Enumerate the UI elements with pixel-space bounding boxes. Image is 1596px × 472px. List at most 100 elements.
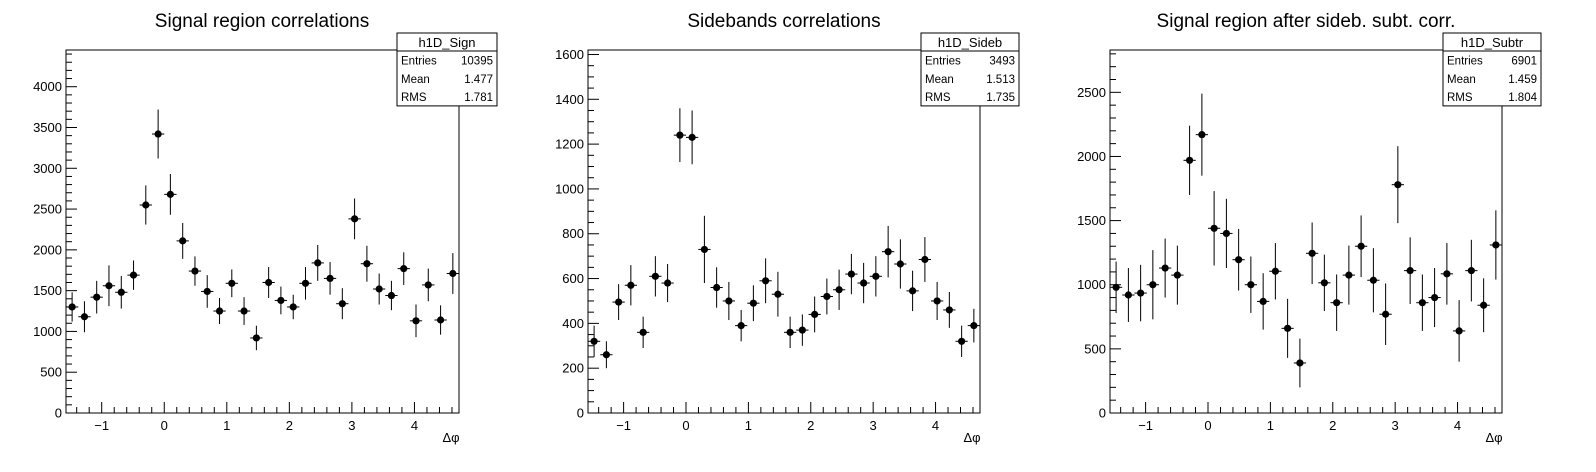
data-point — [127, 260, 140, 290]
data-marker — [1308, 249, 1316, 257]
data-point — [299, 266, 312, 300]
data-point — [1159, 238, 1172, 298]
stats-box-name: h1D_Subtr — [1461, 35, 1524, 50]
data-point — [1489, 210, 1502, 280]
data-point — [832, 269, 846, 310]
data-marker — [774, 290, 782, 298]
data-point — [906, 270, 919, 312]
data-marker — [215, 307, 224, 315]
x-tick-label: 2 — [807, 418, 814, 433]
stats-label: RMS — [401, 92, 427, 104]
y-tick-label: 500 — [1084, 341, 1106, 356]
data-point — [771, 271, 785, 317]
data-point — [685, 110, 699, 165]
data-point — [1440, 243, 1454, 305]
data-marker — [921, 255, 929, 264]
stats-value: 1.781 — [464, 92, 493, 104]
x-tick-label: 3 — [870, 418, 877, 433]
data-point — [698, 215, 711, 284]
data-marker — [289, 303, 297, 311]
data-marker — [737, 322, 745, 330]
data-point — [201, 275, 214, 308]
y-tick-label: 600 — [562, 271, 584, 286]
data-point — [78, 301, 91, 333]
data-marker — [1235, 256, 1243, 264]
data-marker — [154, 130, 162, 138]
data-point — [1146, 250, 1159, 320]
data-point — [1354, 215, 1368, 278]
stats-box-frame — [920, 32, 1020, 107]
data-point — [600, 341, 613, 369]
data-point — [434, 305, 447, 335]
y-tick-label: 2500 — [1077, 85, 1106, 100]
data-marker — [68, 303, 76, 311]
data-marker — [1418, 299, 1426, 307]
data-point — [1306, 222, 1319, 285]
data-marker — [265, 278, 273, 287]
data-marker — [228, 279, 236, 287]
data-point — [151, 109, 165, 159]
data-marker — [639, 328, 647, 336]
data-marker — [590, 337, 598, 345]
stats-value: 1.477 — [464, 74, 493, 86]
data-point — [164, 173, 177, 215]
data-marker — [872, 272, 880, 280]
data-marker — [749, 299, 757, 307]
data-point — [385, 280, 398, 311]
y-tick-label: 1000 — [1077, 277, 1106, 292]
data-marker — [945, 306, 953, 314]
stats-label: Entries — [925, 56, 961, 68]
data-marker — [240, 307, 248, 315]
data-marker — [1369, 276, 1377, 284]
data-point — [845, 253, 858, 295]
data-point — [348, 198, 361, 240]
panel-sidebands: Sidebands correlations −1 0 1 2 3 4 0 200 400 600 8… — [555, 11, 1020, 445]
data-marker — [412, 317, 420, 325]
data-point — [1171, 245, 1184, 305]
x-tick-label: 0 — [161, 418, 168, 433]
data-marker — [375, 285, 383, 293]
data-point — [967, 308, 980, 343]
plot-frame — [65, 49, 460, 414]
data-point — [1207, 191, 1221, 266]
data-marker — [1406, 267, 1414, 275]
data-point — [373, 273, 386, 305]
data-marker — [80, 313, 89, 321]
data-point — [1293, 338, 1307, 388]
data-point — [102, 265, 116, 307]
data-point — [1379, 283, 1392, 346]
x-tick-label: 4 — [932, 418, 939, 433]
y-tick-label: 0 — [577, 406, 584, 421]
stats-value: 1.459 — [1508, 74, 1537, 86]
data-point — [747, 285, 760, 322]
data-point — [918, 237, 932, 282]
stats-box: h1D_Sign Entries 10395 Mean 1.477 RMS 1.781 — [396, 32, 498, 107]
data-point — [1330, 274, 1343, 331]
y-tick-label: 1500 — [33, 283, 62, 298]
data-point — [930, 281, 944, 321]
data-marker — [400, 265, 408, 273]
data-point — [1477, 278, 1490, 333]
data-point — [409, 304, 423, 338]
data-marker — [1320, 279, 1328, 287]
plot-frame — [587, 49, 981, 414]
data-marker — [615, 298, 623, 306]
data-point — [943, 292, 956, 328]
data-point — [612, 284, 625, 321]
data-marker — [203, 287, 211, 296]
x-tick-label: 0 — [682, 418, 689, 433]
data-point — [188, 256, 202, 286]
data-point — [722, 281, 735, 321]
data-marker — [436, 316, 445, 324]
data-point — [225, 269, 238, 298]
y-tick-label: 3000 — [33, 161, 62, 176]
x-tick-label: 1 — [745, 418, 752, 433]
data-marker — [1185, 156, 1194, 164]
data-marker — [449, 269, 457, 278]
panel-signal-region: Signal region correlations −1 0 1 2 3 4 0 500 100… — [33, 11, 498, 445]
x-tick-label: 1 — [223, 418, 230, 433]
x-axis-label: Δφ — [963, 430, 980, 445]
y-tick-label: 2000 — [1077, 149, 1106, 164]
y-tick-label: 2000 — [33, 242, 62, 257]
